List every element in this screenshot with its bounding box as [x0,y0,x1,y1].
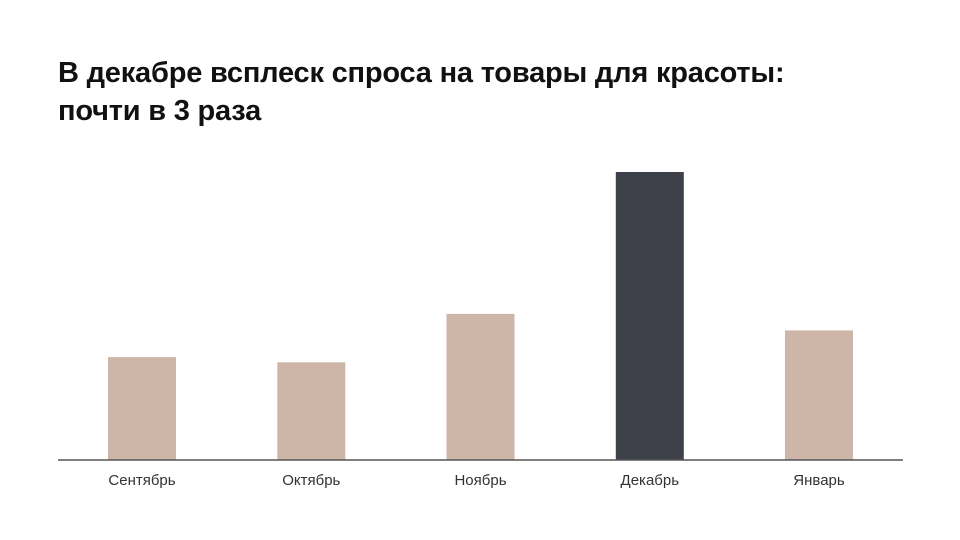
chart-title-line-1: В декабре всплеск спроса на товары для к… [58,57,785,89]
chart-title: В декабре всплеск спроса на товары для к… [58,54,918,130]
chart-title-line-2: почти в 3 раза [58,95,262,127]
x-tick-label: Декабрь [621,472,680,489]
x-tick-label: Октябрь [282,472,340,489]
x-tick-label: Январь [793,472,845,489]
x-tick-label: Сентябрь [108,472,175,489]
bar-5 [785,330,853,460]
bar-4 [615,172,684,460]
bar-2 [277,362,346,460]
bars-group [108,172,853,460]
bar-1 [108,357,176,460]
bar-3 [446,313,515,460]
x-tick-label: Ноябрь [454,472,506,489]
x-tick-labels-group: Сентябрь Октябрь Ноябрь Декабрь Январь [108,472,844,489]
